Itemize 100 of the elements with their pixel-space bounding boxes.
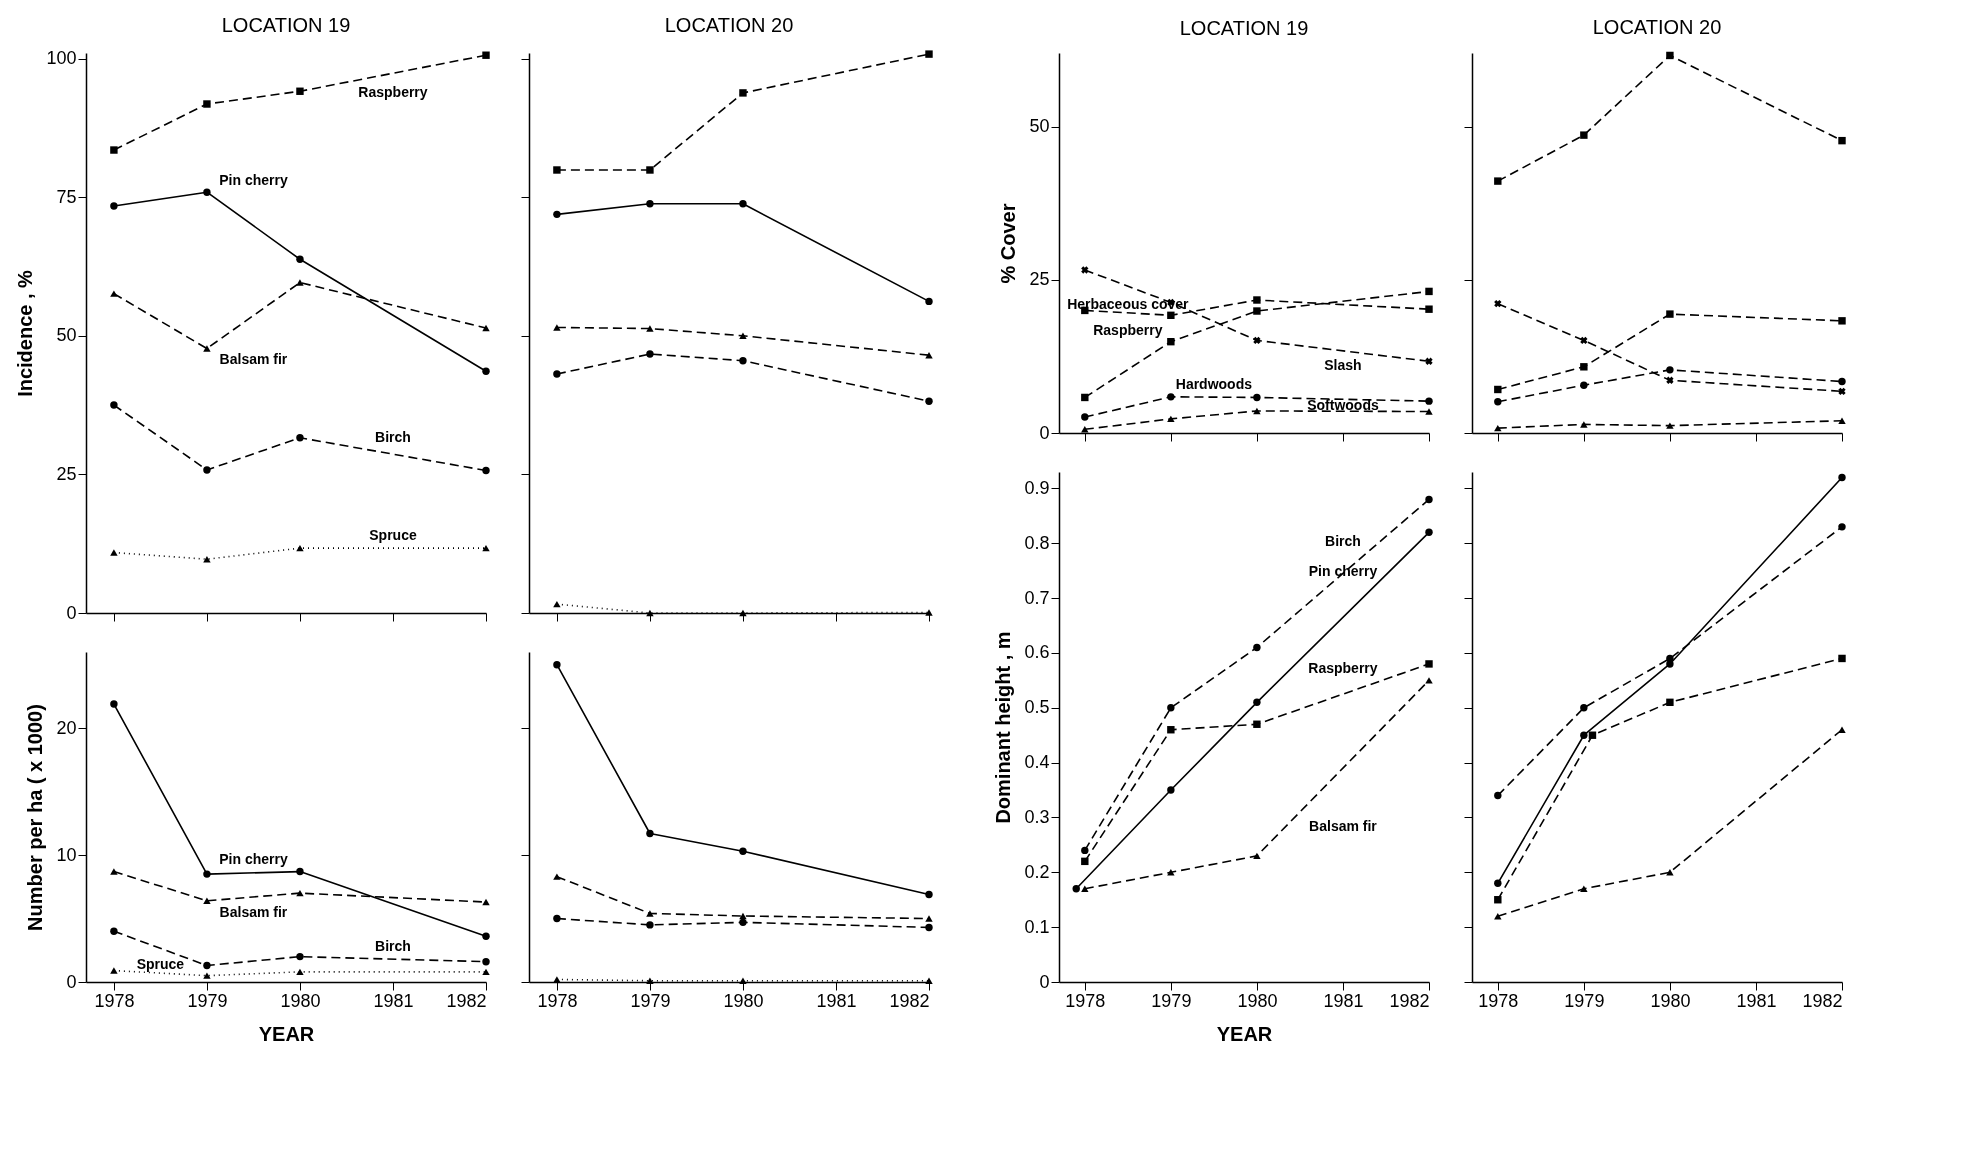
point xyxy=(739,912,747,920)
point xyxy=(482,51,490,59)
point xyxy=(110,700,118,708)
point xyxy=(1425,528,1433,537)
point xyxy=(203,897,211,904)
y-tick-label: 0.1 xyxy=(1024,916,1050,937)
point xyxy=(646,200,654,208)
point xyxy=(739,847,747,855)
point xyxy=(646,921,654,929)
point xyxy=(925,977,933,984)
point xyxy=(553,660,561,669)
point xyxy=(925,923,933,932)
point xyxy=(203,466,211,474)
point xyxy=(110,868,118,875)
point xyxy=(1081,846,1089,855)
y-tick-label: 50 xyxy=(1029,116,1050,137)
point xyxy=(1666,310,1674,318)
point xyxy=(925,609,933,616)
series-label: Birch xyxy=(375,429,411,446)
point xyxy=(1425,287,1433,296)
point xyxy=(1253,720,1261,728)
point xyxy=(203,100,211,108)
point xyxy=(553,370,561,378)
point xyxy=(925,50,933,58)
x-tick-label: 1979 xyxy=(1151,990,1192,1011)
point xyxy=(482,957,490,966)
y-tick-label: 20 xyxy=(56,717,77,738)
point xyxy=(1494,896,1502,904)
point xyxy=(203,972,211,979)
series-label: Spruce xyxy=(136,956,185,973)
chart-title: LOCATION 19 xyxy=(221,13,351,36)
point xyxy=(1081,266,1089,274)
point xyxy=(1580,421,1588,428)
x-tick-label: 1978 xyxy=(537,990,578,1011)
point xyxy=(110,967,118,974)
point xyxy=(1580,381,1588,389)
y-tick-label: 0 xyxy=(1039,971,1050,992)
x-tick-label: 1980 xyxy=(723,990,764,1011)
point xyxy=(1666,698,1674,707)
point xyxy=(482,367,490,375)
x-tick-label: 1978 xyxy=(94,990,135,1011)
y-tick-label: 10 xyxy=(56,844,77,865)
series-label: Raspberry xyxy=(1308,659,1378,676)
point xyxy=(553,210,561,219)
point xyxy=(739,332,747,339)
point xyxy=(1425,397,1433,405)
point xyxy=(1838,136,1846,145)
point xyxy=(110,146,118,154)
y-tick-label: 0.4 xyxy=(1024,752,1050,773)
point xyxy=(1580,336,1588,345)
point xyxy=(296,968,304,976)
point xyxy=(1081,885,1089,892)
y-axis-title: Incidence , % xyxy=(14,269,37,397)
chart-title: LOCATION 20 xyxy=(1592,15,1722,38)
point xyxy=(1081,393,1089,402)
point xyxy=(482,932,490,941)
point xyxy=(1167,869,1175,876)
y-tick-label: 0.3 xyxy=(1024,806,1050,827)
point xyxy=(1425,357,1433,365)
point xyxy=(296,279,304,286)
point xyxy=(203,188,211,196)
point xyxy=(1666,869,1674,876)
point xyxy=(1666,366,1674,374)
x-tick-label: 1978 xyxy=(1065,990,1106,1011)
series-label: Raspberry xyxy=(358,84,428,101)
point xyxy=(1081,426,1089,433)
point xyxy=(296,952,304,961)
series-label: Balsam fir xyxy=(219,351,288,368)
y-tick-label: 0.2 xyxy=(1024,861,1050,882)
y-tick-label: 0.9 xyxy=(1024,477,1050,498)
point xyxy=(1253,643,1261,652)
point xyxy=(1253,336,1261,345)
point xyxy=(1425,660,1433,668)
point xyxy=(739,977,747,984)
series-label: Birch xyxy=(375,937,411,954)
series-label: Birch xyxy=(1325,532,1361,549)
y-tick-label: 25 xyxy=(56,463,77,484)
point xyxy=(1167,786,1175,794)
point xyxy=(646,325,654,332)
point xyxy=(1072,885,1080,893)
series-label: Balsam fir xyxy=(1309,818,1378,835)
point xyxy=(1494,879,1502,887)
point xyxy=(1167,726,1175,734)
point xyxy=(1494,300,1502,308)
y-axis-title: % Cover xyxy=(997,203,1020,284)
y-tick-label: 0.7 xyxy=(1024,587,1050,608)
point xyxy=(1666,376,1674,384)
point xyxy=(1494,398,1502,406)
x-tick-label: 1980 xyxy=(280,990,321,1011)
point xyxy=(296,255,304,263)
point xyxy=(1838,523,1846,531)
point xyxy=(646,350,654,358)
y-tick-label: 0.8 xyxy=(1024,532,1050,553)
point xyxy=(482,324,490,332)
point xyxy=(296,434,304,442)
point xyxy=(1494,177,1502,185)
point xyxy=(1425,677,1433,684)
point xyxy=(739,89,747,97)
point xyxy=(1838,417,1846,424)
series-label: Pin cherry xyxy=(219,850,288,867)
